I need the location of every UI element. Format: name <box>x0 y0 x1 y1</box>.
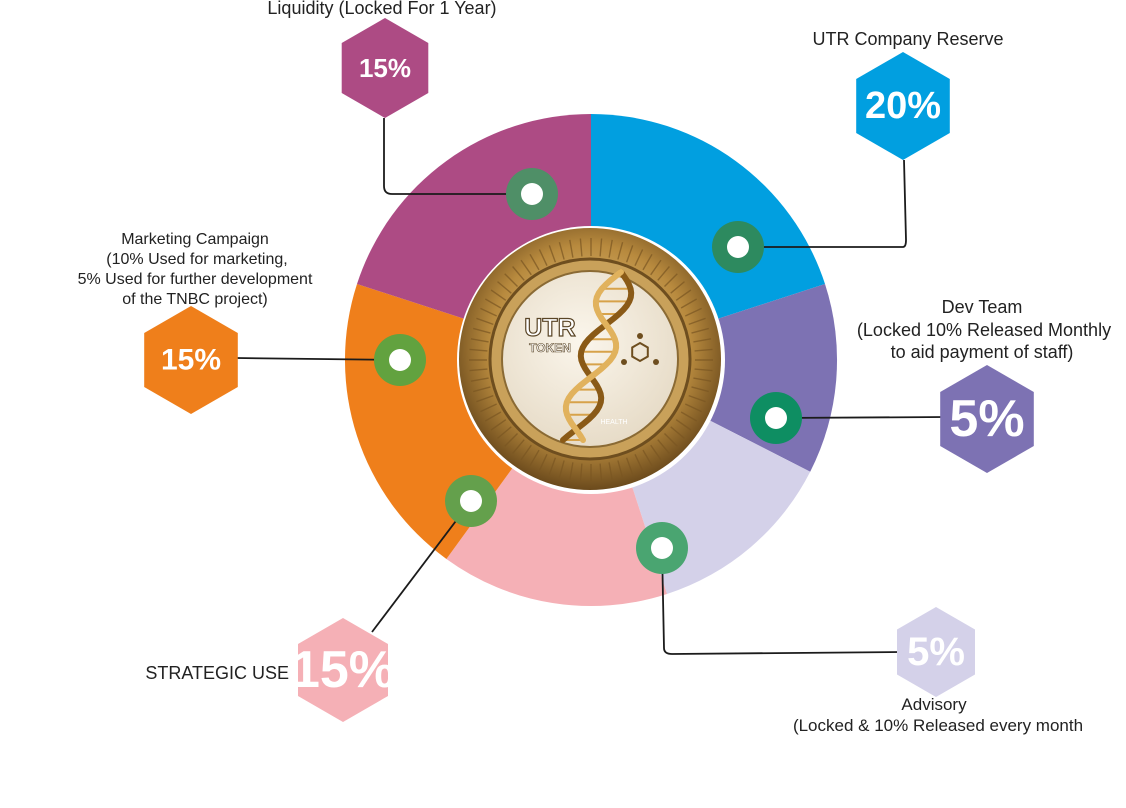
marker-utr-company-reserve <box>712 221 764 273</box>
label-marketing-campaign-line-3: 5% Used for further development <box>78 271 313 288</box>
label-marketing-campaign-line-2: (10% Used for marketing, <box>106 251 287 268</box>
slice-markers <box>374 168 802 574</box>
percent-label-marketing-campaign: 15% <box>161 344 221 377</box>
slice-labels: UTR Company Reserve Dev Team (Locked 10% R… <box>78 0 1111 735</box>
percent-label-strategic-use: 15% <box>291 641 395 699</box>
coin-face <box>501 270 679 448</box>
dna-helix-icon <box>560 269 635 443</box>
marker-dev-team <box>750 392 802 444</box>
leader-lines <box>235 118 948 655</box>
percent-hexagons: 20% 5% 5% 15% 15% 15% <box>144 18 1034 722</box>
label-advisory-line-2: (Locked & 10% Released every month <box>793 716 1083 735</box>
hexagon-liquidity: 15% <box>341 18 429 118</box>
hexagon-dev-team: 5% <box>940 365 1034 473</box>
marker-advisory <box>636 522 688 574</box>
coin-ring-ticks <box>469 238 713 482</box>
marker-marketing-campaign <box>374 334 426 386</box>
leader-line-advisory <box>661 547 903 655</box>
leader-line-utr-company-reserve <box>738 159 907 248</box>
leader-line-dev-team <box>775 416 948 419</box>
percent-label-utr-company-reserve: 20% <box>865 85 941 127</box>
leader-line-liquidity <box>383 118 532 195</box>
hexagon-utr-company-reserve: 20% <box>856 52 950 160</box>
hexagon-advisory: 5% <box>897 607 975 697</box>
label-marketing-campaign-line-1: Marketing Campaign <box>121 231 269 248</box>
svg-text:HEALTH: HEALTH <box>600 419 627 426</box>
percent-label-dev-team: 5% <box>949 390 1024 448</box>
label-utr-company-reserve-line-1: UTR Company Reserve <box>812 29 1003 49</box>
molecule-icon <box>621 333 659 365</box>
label-dev-team-line-3: to aid payment of staff) <box>891 342 1074 362</box>
label-liquidity-line-1: Liquidity (Locked For 1 Year) <box>267 0 496 18</box>
label-dev-team-line-2: (Locked 10% Released Monthly <box>857 320 1111 340</box>
marker-strategic-use <box>445 475 497 527</box>
percent-label-advisory: 5% <box>907 630 965 674</box>
marker-liquidity <box>506 168 558 220</box>
svg-text:UTR: UTR <box>524 314 575 342</box>
label-strategic-use-line-1: STRATEGIC USE <box>145 663 289 683</box>
label-marketing-campaign-line-4: of the TNBC project) <box>122 291 268 308</box>
hexagon-strategic-use: 15% <box>291 618 395 722</box>
svg-text:TOKEN: TOKEN <box>529 341 571 355</box>
hexagon-marketing-campaign: 15% <box>144 306 238 414</box>
label-advisory-line-1: Advisory <box>901 695 967 714</box>
percent-label-liquidity: 15% <box>359 53 411 83</box>
leader-line-marketing-campaign <box>235 357 401 361</box>
leader-line-strategic-use <box>371 500 472 633</box>
label-dev-team-line-1: Dev Team <box>942 297 1023 317</box>
